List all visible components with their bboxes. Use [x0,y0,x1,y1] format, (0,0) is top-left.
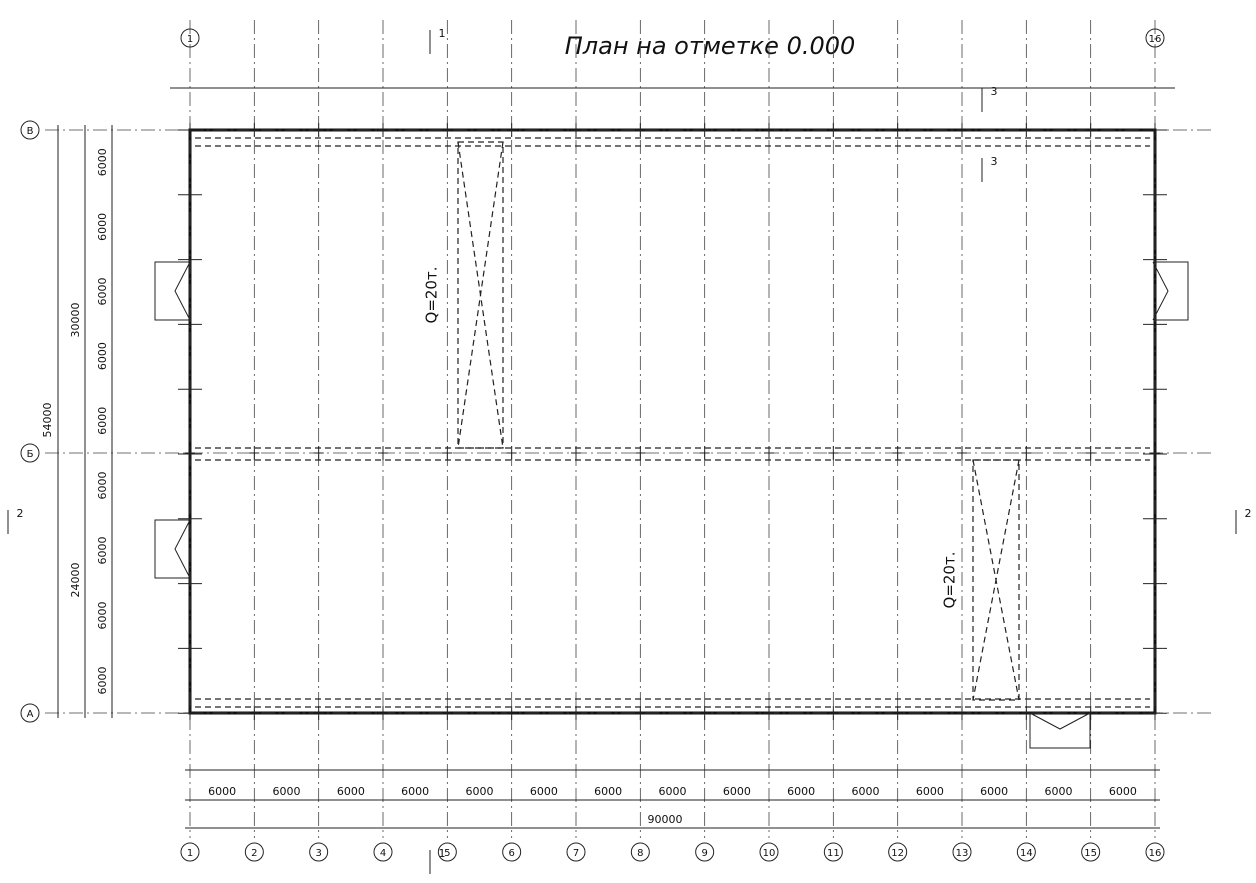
crane-cross [973,460,1019,700]
span-dimension: 6000 [466,785,494,798]
span-dimension: 6000 [787,785,815,798]
axis-label: 1 [187,848,193,859]
floor-plan: План на отметке 0.000 Q=20т.Q=20т.123456… [0,0,1256,879]
span-dimension: 6000 [852,785,880,798]
axis-label: 2 [251,848,257,859]
section-number: 1 [439,27,446,40]
axis-label: 7 [573,848,579,859]
span-dimension: 6000 [96,278,109,306]
axis-label: А [27,709,34,720]
span-dimension: 6000 [96,537,109,565]
section-number: 1 [439,847,446,860]
span-dimension: 6000 [96,407,109,435]
crane-cross [458,142,503,448]
axis-label: 4 [380,848,386,859]
section-number: 2 [1245,507,1252,520]
span-dimension: 6000 [916,785,944,798]
span-dimension: 6000 [1109,785,1137,798]
span-dimension: 6000 [530,785,558,798]
total-dimension: 54000 [41,403,54,438]
gate [1030,713,1090,748]
axis-label: 10 [763,848,776,859]
axis-label: 11 [827,848,840,859]
axis-label: 3 [315,848,321,859]
gate [155,520,190,578]
section-number: 3 [991,85,998,98]
span-dimension: 6000 [96,472,109,500]
axis-label: В [27,126,34,137]
gate [155,262,190,320]
span-dimension: 6000 [723,785,751,798]
span-dimension: 6000 [594,785,622,798]
span-dimension: 6000 [96,342,109,370]
span-dimension: 6000 [401,785,429,798]
total-dimension: 90000 [648,813,683,826]
building-outline [190,130,1155,713]
span-dimension: 6000 [96,213,109,241]
crane-label: Q=20т. [941,552,959,609]
axis-label: 16 [1149,34,1162,45]
span-dimension: 6000 [980,785,1008,798]
section-number: 3 [991,155,998,168]
axis-label: 1 [187,34,193,45]
axis-label: Б [27,449,34,460]
span-dimension: 6000 [96,148,109,176]
axis-label: 8 [637,848,643,859]
section-number: 2 [17,507,24,520]
axis-label: 15 [1084,848,1097,859]
span-dimension: 6000 [273,785,301,798]
span-dimension: 6000 [659,785,687,798]
axis-label: 6 [508,848,514,859]
span-dimension: 6000 [96,667,109,695]
section-dimension: 24000 [69,563,82,598]
span-dimension: 6000 [1045,785,1073,798]
axis-label: 16 [1149,848,1162,859]
section-dimension: 30000 [69,303,82,338]
axis-label: 9 [701,848,707,859]
axis-label: 12 [891,848,904,859]
axis-label: 14 [1020,848,1033,859]
gate [1153,262,1188,320]
span-dimension: 6000 [337,785,365,798]
crane-label: Q=20т. [423,267,441,324]
span-dimension: 6000 [208,785,236,798]
span-dimension: 6000 [96,602,109,630]
axis-label: 13 [956,848,969,859]
plan-title: План на отметке 0.000 [565,32,856,60]
